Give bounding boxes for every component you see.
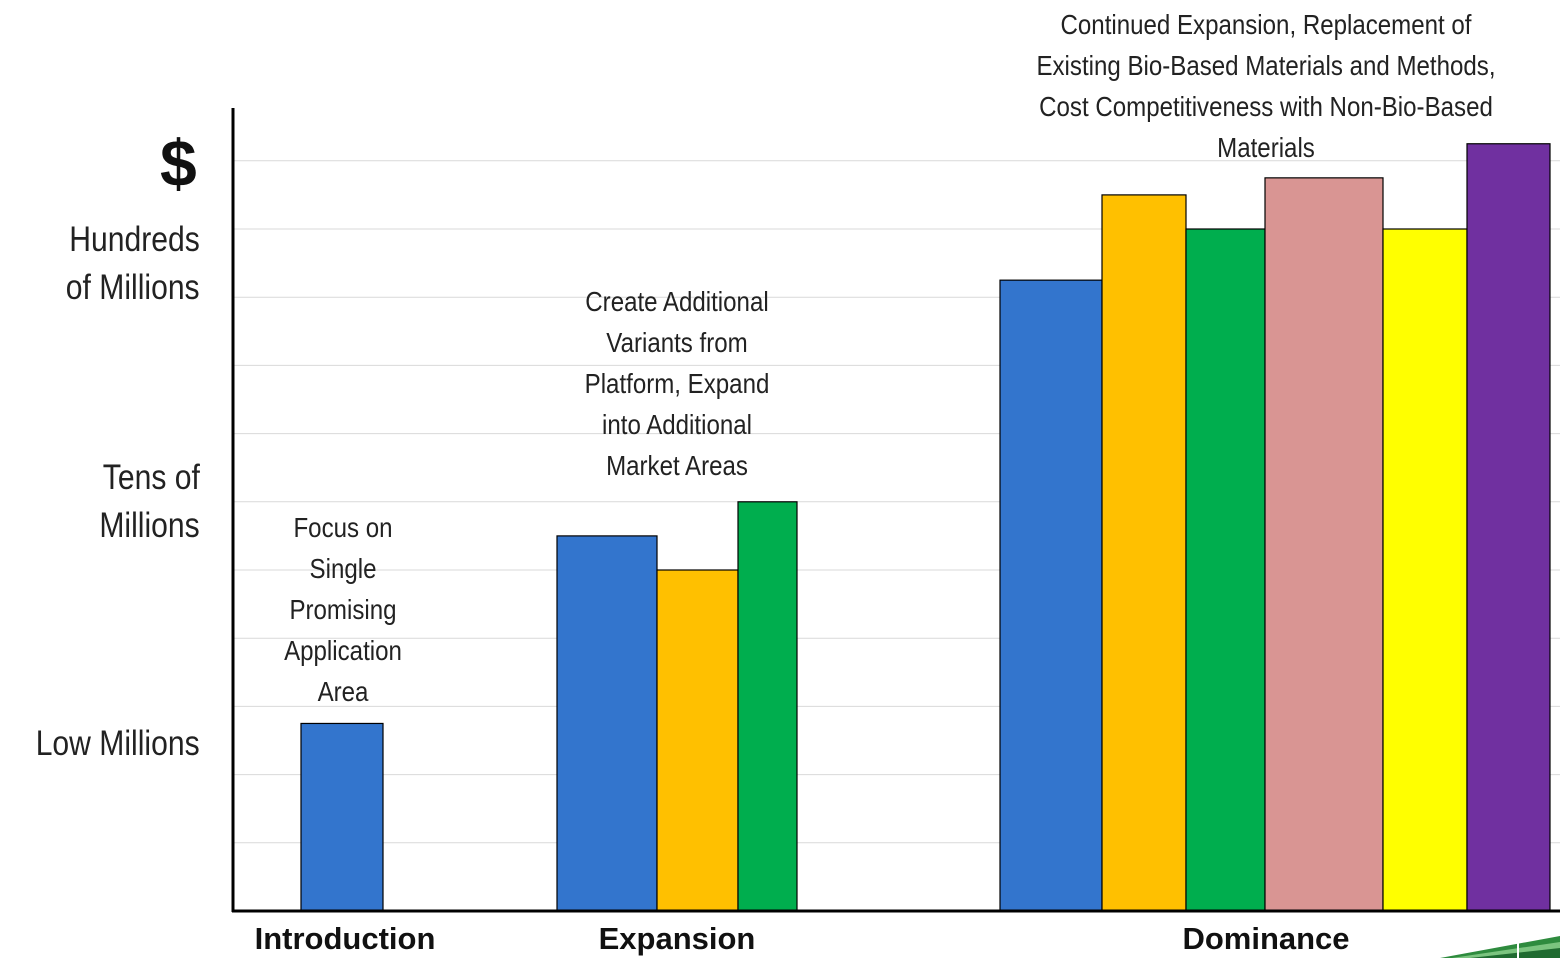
y-label-low-millions: Low Millions [36,724,200,763]
y-label-tens-line2: Millions [99,506,200,545]
annotation-line: Focus on [293,512,393,543]
bar-dominance-4 [1264,177,1384,912]
category-label-expansion: Expansion [598,921,756,956]
annotation-line: Platform, Expand [584,368,770,399]
y-label-hundreds-line2: of Millions [66,268,200,307]
annotation-dominance: Continued Expansion, Replacement of Exis… [1008,4,1524,168]
annotation-expansion: Create Additional Variants from Platform… [548,281,806,486]
y-label-tens-line1: Tens of [102,458,200,497]
category-label-dominance: Dominance [1182,921,1350,956]
annotation-line: Cost Competitiveness with Non-Bio-Based [1039,91,1493,122]
bar-dominance-2 [1101,194,1187,912]
annotation-line: Continued Expansion, Replacement of [1060,9,1472,40]
bar-expansion-1 [556,535,658,912]
annotation-line: Single [309,553,377,584]
y-axis-currency-symbol: $ [160,126,197,200]
annotation-line: Create Additional [585,286,769,317]
logo-corner-graphic [1440,936,1560,958]
bar-dominance-3 [1185,228,1266,912]
annotation-line: Existing Bio-Based Materials and Methods… [1036,50,1496,81]
bar-introduction-1 [300,722,384,912]
annotation-line: Variants from [606,327,748,358]
bar-dominance-5 [1382,228,1468,912]
annotation-line: Market Areas [606,450,748,481]
annotation-line: Promising [289,594,397,625]
y-label-hundreds-line1: Hundreds [69,220,200,259]
bar-dominance-1 [999,279,1103,912]
annotation-line: into Additional [602,409,752,440]
category-label-introduction: Introduction [254,921,436,956]
annotation-line: Materials [1217,132,1315,163]
annotation-introduction: Focus on Single Promising Application Ar… [257,507,429,712]
annotation-line: Area [317,676,369,707]
annotation-line: Application [284,635,402,666]
bar-expansion-3 [737,501,798,912]
bar-expansion-2 [656,569,739,912]
bar-dominance-6 [1466,143,1551,912]
